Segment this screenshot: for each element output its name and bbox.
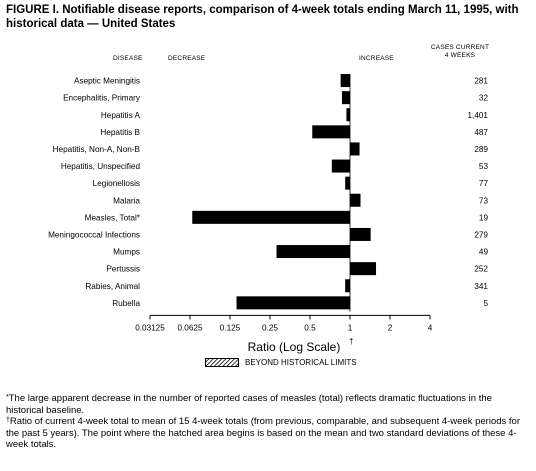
footnote-measles-text: The large apparent decrease in the numbe… (6, 393, 492, 416)
bar (236, 296, 350, 310)
x-axis-label-symbol: † (349, 337, 353, 346)
x-tick-label: 0.125 (220, 323, 241, 332)
case-count: 73 (479, 196, 489, 205)
decrease-header: DECREASE (168, 55, 206, 62)
x-tick-label: 0.03125 (135, 323, 165, 332)
legend: BEYOND HISTORICAL LIMITS (205, 356, 357, 368)
x-tick-label: 0.25 (262, 323, 278, 332)
bar (192, 210, 350, 224)
x-tick-label: 0.5 (304, 323, 316, 332)
x-axis-label: Ratio (Log Scale) (248, 340, 341, 354)
category-label: Legionellosis (93, 179, 140, 188)
category-label: Measles, Total* (85, 213, 141, 222)
x-tick-label: 0.0625 (177, 323, 202, 332)
case-count: 77 (479, 179, 489, 188)
case-count: 19 (479, 213, 489, 222)
bar (345, 176, 350, 190)
category-label: Hepatitis, Unspecified (61, 162, 141, 171)
case-count: 281 (474, 77, 488, 86)
category-label: Pertussis (106, 265, 140, 274)
bars (192, 74, 377, 312)
case-count: 32 (479, 94, 489, 103)
x-tick-label: 2 (388, 323, 393, 332)
category-label: Meningococcal Infections (48, 230, 140, 239)
case-count: 49 (479, 248, 489, 257)
bar (340, 74, 350, 88)
bar (312, 125, 350, 139)
footnote-measles-symbol: * (6, 394, 9, 401)
footnote-ratio: †Ratio of current 4-week total to mean o… (6, 416, 530, 451)
footnote-ratio-symbol: † (6, 417, 10, 424)
category-label: Rubella (112, 299, 140, 308)
x-tick-label: 4 (428, 323, 433, 332)
bar (350, 142, 360, 156)
bar (276, 245, 350, 259)
bar (350, 227, 371, 241)
x-axis: 0.03125 0.0625 0.125 0.25 0.5 1 2 4 (135, 314, 433, 332)
category-label: Hepatitis, Non-A, Non-B (53, 145, 141, 154)
category-label: Hepatitis A (101, 111, 141, 120)
legend-label: BEYOND HISTORICAL LIMITS (245, 357, 357, 367)
case-count: 53 (479, 162, 489, 171)
footnotes: *The large apparent decrease in the numb… (6, 393, 530, 451)
case-count: 341 (474, 282, 488, 291)
case-counts: 281 32 1,401 487 289 53 77 73 19 279 49 252 341 5 (468, 77, 489, 308)
bar (346, 108, 350, 122)
disease-header: DISEASE (113, 55, 143, 62)
bar (350, 193, 361, 207)
case-count: 487 (474, 128, 488, 137)
category-labels: Aseptic Meningitis Encephalitis, Primary H… (48, 77, 141, 308)
footnote-ratio-text: Ratio of current 4-week total to mean of… (6, 416, 521, 450)
bar (331, 159, 350, 173)
footnote-measles: *The large apparent decrease in the numb… (6, 393, 530, 416)
case-count: 252 (474, 265, 488, 274)
figure-title: FIGURE I. Notifiable disease reports, co… (6, 4, 519, 30)
category-label: Encephalitis, Primary (63, 94, 141, 103)
category-label: Aseptic Meningitis (74, 77, 140, 86)
cases-header: CASES CURRENT 4 WEEKS (412, 44, 508, 60)
category-label: Rabies, Animal (85, 282, 140, 291)
bar (341, 91, 350, 105)
increase-header: INCREASE (359, 55, 394, 62)
bar-chart: Aseptic Meningitis Encephalitis, Primary H… (48, 74, 489, 354)
x-tick-label: 1 (348, 323, 353, 332)
case-count: 289 (474, 145, 488, 154)
bar (350, 262, 377, 276)
case-count: 279 (474, 230, 488, 239)
category-label: Hepatitis B (100, 128, 140, 137)
case-count: 5 (483, 299, 488, 308)
cases-header-line2: 4 WEEKS (444, 52, 476, 59)
category-label: Malaria (113, 196, 140, 205)
case-count: 1,401 (468, 111, 489, 120)
cases-header-line1: CASES CURRENT (430, 44, 490, 51)
category-label: Mumps (113, 248, 140, 257)
bar (345, 279, 350, 293)
hatched-swatch-icon (205, 357, 239, 367)
